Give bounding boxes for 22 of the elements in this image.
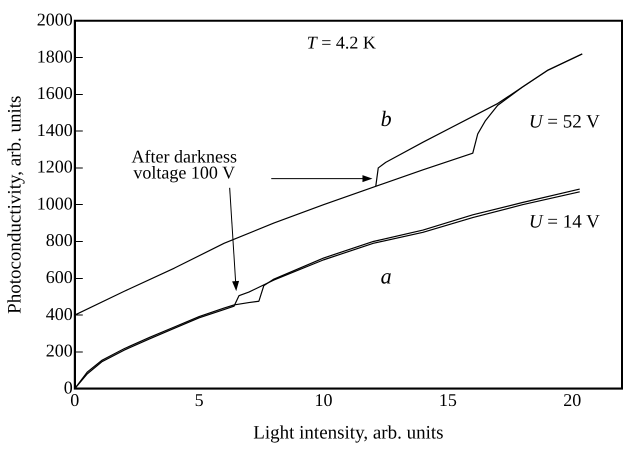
y-tick-label: 1600: [36, 83, 73, 104]
y-tick-label: 1000: [36, 193, 73, 214]
y-tick-label: 1400: [36, 120, 73, 140]
annotation: U = 14 V: [528, 212, 600, 233]
annotation: U = 52 V: [528, 111, 600, 132]
annotation: a: [380, 264, 392, 289]
annotation: T = 4.2 K: [306, 32, 376, 53]
y-tick-label: 2000: [36, 10, 73, 30]
y-tick-label: 400: [46, 304, 73, 324]
y-tick-label: 200: [46, 340, 73, 361]
annotation: After darkness voltage 100 V: [132, 146, 237, 183]
y-tick-label: 1800: [36, 46, 73, 66]
y-axis-title: Photoconductivity, arb. units: [4, 96, 26, 314]
x-axis-title: Light intensity, arb. units: [253, 422, 444, 444]
y-tick-label: 800: [46, 230, 73, 250]
x-tick-label: 5: [194, 390, 204, 410]
x-tick-label: 20: [563, 390, 582, 410]
x-tick-label: 15: [438, 390, 457, 410]
annotation: b: [380, 106, 392, 131]
x-tick-label: 10: [314, 390, 333, 410]
y-tick-label: 600: [46, 266, 73, 287]
y-tick-label: 1200: [36, 156, 73, 177]
